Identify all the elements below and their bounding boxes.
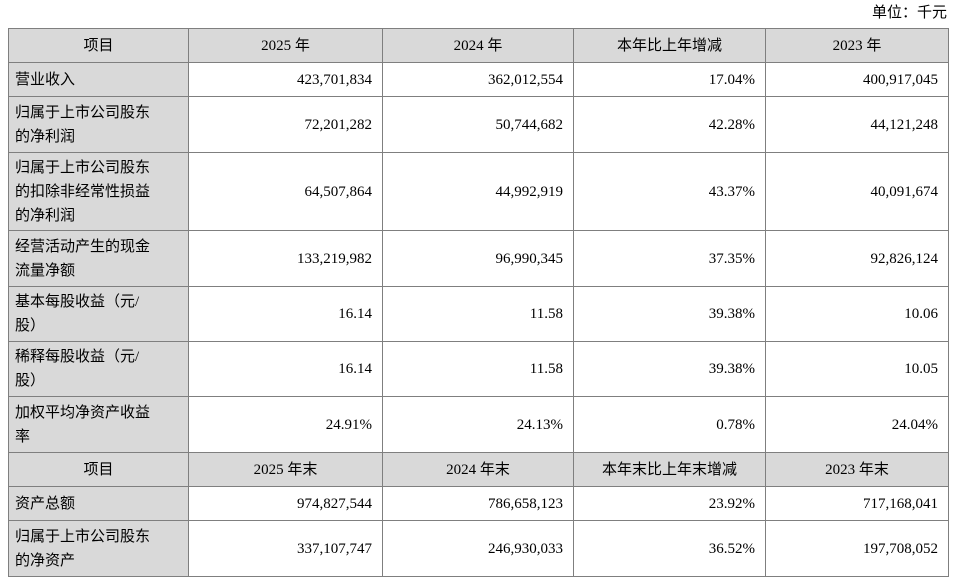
col-header-2023: 2023 年: [765, 28, 949, 63]
table-row-net-profit: 归属于上市公司股东 的净利润 72,201,282 50,744,682 42.…: [8, 96, 949, 153]
row-label: 基本每股收益（元/ 股）: [8, 286, 189, 342]
table-row-net-assets: 归属于上市公司股东 的净资产 337,107,747 246,930,033 3…: [8, 520, 949, 577]
table-header-row-annual: 项目 2025 年 2024 年 本年比上年增减 2023 年: [8, 28, 949, 63]
row-label: 加权平均净资产收益 率: [8, 396, 189, 453]
cell-2025: 16.14: [188, 341, 383, 397]
cell-2024: 44,992,919: [382, 152, 574, 231]
cell-change: 39.38%: [573, 286, 766, 342]
cell-2023: 400,917,045: [765, 62, 949, 97]
col-header-2023-end: 2023 年末: [765, 452, 949, 487]
row-label: 归属于上市公司股东 的净利润: [8, 96, 189, 153]
cell-2025: 64,507,864: [188, 152, 383, 231]
cell-2024: 50,744,682: [382, 96, 574, 153]
col-header-2025-end: 2025 年末: [188, 452, 383, 487]
col-header-2024-end: 2024 年末: [382, 452, 574, 487]
table-row-net-profit-excl-nonrecurring: 归属于上市公司股东 的扣除非经常性损益 的净利润 64,507,864 44,9…: [8, 152, 949, 231]
cell-change: 23.92%: [573, 486, 766, 521]
col-header-change: 本年比上年增减: [573, 28, 766, 63]
cell-2023: 24.04%: [765, 396, 949, 453]
unit-label: 单位：千元: [871, 5, 947, 21]
cell-2025: 16.14: [188, 286, 383, 342]
cell-2023: 717,168,041: [765, 486, 949, 521]
cell-2025: 423,701,834: [188, 62, 383, 97]
col-header-item: 项目: [8, 452, 189, 487]
col-header-change-end: 本年末比上年末增减: [573, 452, 766, 487]
cell-2025: 24.91%: [188, 396, 383, 453]
row-label: 营业收入: [8, 62, 189, 97]
cell-2024: 11.58: [382, 341, 574, 397]
row-label: 稀释每股收益（元/ 股）: [8, 341, 189, 397]
col-header-2024: 2024 年: [382, 28, 574, 63]
table-header-row-year-end: 项目 2025 年末 2024 年末 本年末比上年末增减 2023 年末: [8, 452, 949, 487]
cell-change: 39.38%: [573, 341, 766, 397]
cell-change: 43.37%: [573, 152, 766, 231]
cell-change: 17.04%: [573, 62, 766, 97]
cell-change: 42.28%: [573, 96, 766, 153]
cell-change: 37.35%: [573, 230, 766, 287]
cell-2025: 337,107,747: [188, 520, 383, 577]
cell-2024: 786,658,123: [382, 486, 574, 521]
financial-summary-table: 项目 2025 年 2024 年 本年比上年增减 2023 年 营业收入 423…: [8, 28, 949, 577]
row-label: 归属于上市公司股东 的扣除非经常性损益 的净利润: [8, 152, 189, 231]
row-label: 资产总额: [8, 486, 189, 521]
table-row-basic-eps: 基本每股收益（元/ 股） 16.14 11.58 39.38% 10.06: [8, 286, 949, 342]
table-row-total-assets: 资产总额 974,827,544 786,658,123 23.92% 717,…: [8, 486, 949, 521]
cell-change: 36.52%: [573, 520, 766, 577]
cell-2023: 92,826,124: [765, 230, 949, 287]
table-row-operating-cash-flow: 经营活动产生的现金 流量净额 133,219,982 96,990,345 37…: [8, 230, 949, 287]
cell-2023: 10.05: [765, 341, 949, 397]
cell-2024: 24.13%: [382, 396, 574, 453]
cell-2025: 133,219,982: [188, 230, 383, 287]
cell-2023: 10.06: [765, 286, 949, 342]
col-header-2025: 2025 年: [188, 28, 383, 63]
cell-2023: 40,091,674: [765, 152, 949, 231]
cell-2025: 974,827,544: [188, 486, 383, 521]
table-row-weighted-avg-roe: 加权平均净资产收益 率 24.91% 24.13% 0.78% 24.04%: [8, 396, 949, 453]
table-row-diluted-eps: 稀释每股收益（元/ 股） 16.14 11.58 39.38% 10.05: [8, 341, 949, 397]
cell-2024: 362,012,554: [382, 62, 574, 97]
table-row-revenue: 营业收入 423,701,834 362,012,554 17.04% 400,…: [8, 62, 949, 97]
cell-2024: 11.58: [382, 286, 574, 342]
cell-2023: 44,121,248: [765, 96, 949, 153]
cell-change: 0.78%: [573, 396, 766, 453]
cell-2023: 197,708,052: [765, 520, 949, 577]
cell-2025: 72,201,282: [188, 96, 383, 153]
cell-2024: 246,930,033: [382, 520, 574, 577]
row-label: 经营活动产生的现金 流量净额: [8, 230, 189, 287]
col-header-item: 项目: [8, 28, 189, 63]
cell-2024: 96,990,345: [382, 230, 574, 287]
row-label: 归属于上市公司股东 的净资产: [8, 520, 189, 577]
